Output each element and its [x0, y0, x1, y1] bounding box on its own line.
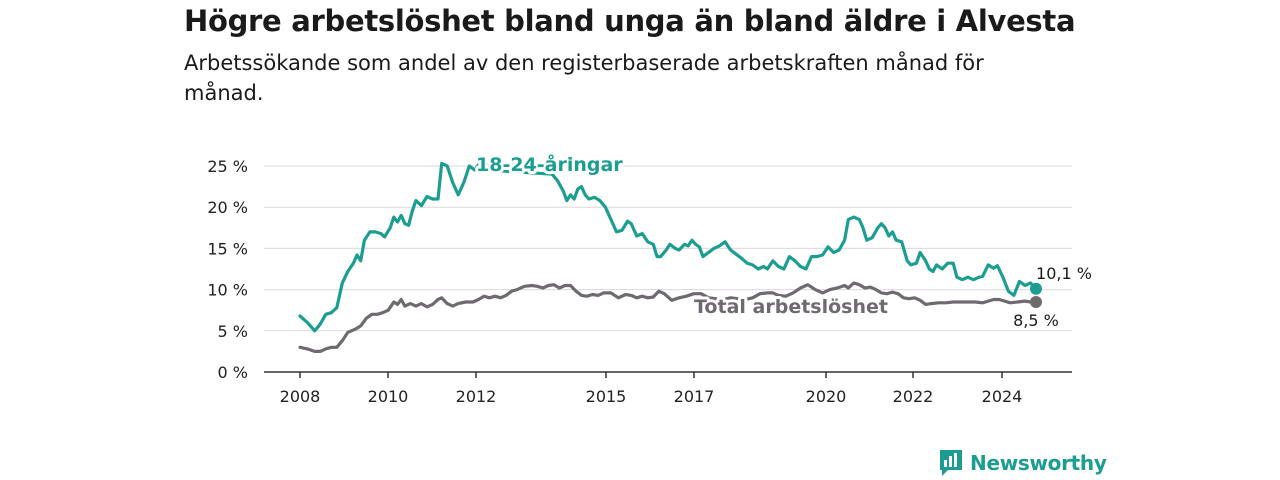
line-chart: 0 % 5 % 10 % 15 % 20 % 25 % 2008 2010 2012 2015 20…	[207, 149, 1092, 406]
series-label-total-text: Total arbetslöshet	[694, 296, 888, 318]
newsworthy-logo-icon	[940, 450, 962, 476]
end-point-youth	[1030, 282, 1042, 295]
chart-subtitle: Arbetssökande som andel av den registerb…	[184, 51, 984, 105]
y-tick-label: 20 %	[207, 198, 248, 217]
y-tick-label: 5 %	[218, 322, 248, 341]
series-label-youth-halo: 18-24-åringar	[476, 152, 623, 176]
end-label-total: 8,5 %	[1013, 311, 1059, 330]
end-label-youth: 10,1 %	[1036, 264, 1092, 283]
chart-title: Högre arbetslöshet bland unga än bland ä…	[184, 4, 1076, 38]
x-tick-label: 2015	[586, 387, 627, 406]
x-tick-label: 2010	[368, 387, 409, 406]
x-tick-label: 2024	[982, 387, 1023, 406]
x-tick-label: 2017	[674, 387, 715, 406]
y-tick-label: 0 %	[218, 363, 248, 382]
brand-logo: Newsworthy	[938, 448, 1107, 478]
series-line-youth	[298, 157, 1038, 333]
y-tick-label: 15 %	[207, 239, 248, 258]
axis-layer: 0 % 5 % 10 % 15 % 20 % 25 % 2008 2010 2012 2015 20…	[207, 157, 1072, 406]
series-layer	[298, 157, 1042, 353]
x-tick-label: 2012	[456, 387, 497, 406]
series-label-youth-text: 18-24-åringar	[476, 152, 623, 176]
series-label-total-halo: Total arbetslöshet	[694, 296, 888, 318]
series-line-total	[298, 281, 1038, 353]
x-tick-label: 2008	[280, 387, 321, 406]
x-tick-label: 2020	[806, 387, 847, 406]
end-point-total	[1030, 295, 1042, 308]
brand-name: Newsworthy	[970, 451, 1107, 475]
x-tick-label: 2022	[893, 387, 934, 406]
y-tick-label: 25 %	[207, 157, 248, 176]
y-tick-label: 10 %	[207, 281, 248, 300]
grid-layer	[264, 165, 1072, 332]
